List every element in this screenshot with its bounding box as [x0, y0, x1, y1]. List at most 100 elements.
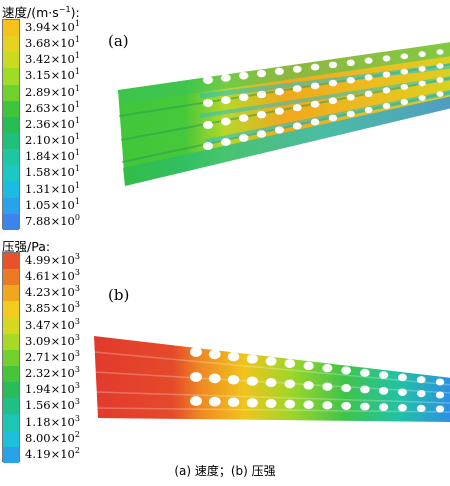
pressure-legend-value: 4.61×103 [25, 268, 80, 283]
pressure-pipe [93, 336, 450, 422]
pressure-perforation-hole [416, 376, 426, 384]
pressure-perforation-hole [322, 401, 333, 410]
velocity-perforation-hole [310, 100, 320, 108]
pressure-colorbar-swatch [3, 365, 19, 383]
velocity-perforation-hole [328, 114, 338, 122]
velocity-legend-value: 2.89×101 [25, 83, 80, 99]
velocity-legend-value: 1.84×101 [25, 148, 80, 164]
velocity-colorbar-swatch [3, 20, 19, 37]
velocity-perforation-hole [220, 73, 231, 82]
pressure-perforation-hole [360, 385, 370, 394]
velocity-colorbar-swatch [3, 100, 19, 117]
pressure-perforation-hole [246, 398, 258, 408]
pressure-legend-value: 2.71×103 [25, 348, 80, 364]
velocity-colorbar-swatch [3, 116, 19, 133]
pressure-perforation-hole [360, 368, 370, 377]
velocity-perforation-hole [382, 87, 391, 94]
velocity-perforation-hole [382, 55, 391, 62]
velocity-perforation-hole [203, 76, 213, 84]
pressure-perforation-hole [227, 397, 240, 407]
velocity-pipe [118, 42, 450, 186]
pressure-perforation-hole [284, 379, 296, 389]
velocity-colorbar-swatch [3, 36, 19, 53]
pressure-perforation-hole [379, 403, 389, 411]
velocity-perforation-hole [203, 121, 213, 129]
velocity-perforation-hole [346, 94, 355, 101]
panel-b-label: (b) [108, 286, 130, 304]
pressure-colorbar-swatch [3, 285, 19, 302]
pressure-perforation-hole [303, 361, 314, 371]
velocity-colorbar-swatch [3, 52, 19, 69]
velocity-perforation-hole [364, 90, 373, 98]
velocity-perforation-hole [238, 134, 249, 142]
pressure-perforation-hole [208, 373, 221, 384]
pressure-legend-value: 4.23×103 [25, 284, 80, 300]
velocity-perforation-hole [292, 65, 302, 73]
pressure-perforation-hole [435, 391, 445, 399]
pressure-perforation-hole [416, 404, 426, 412]
pressure-perforation-hole [190, 372, 202, 382]
velocity-legend-value: 3.42×101 [25, 51, 80, 67]
velocity-perforation-hole [346, 110, 355, 118]
pressure-perforation-hole [265, 356, 277, 366]
pressure-perforation-hole [265, 398, 277, 409]
pressure-perforation-hole [190, 396, 202, 406]
velocity-perforation-hole [220, 138, 231, 146]
velocity-perforation-hole [328, 97, 338, 105]
pressure-colorbar [2, 252, 20, 463]
velocity-perforation-hole [238, 71, 249, 80]
pressure-perforation-hole [303, 400, 314, 410]
velocity-perforation-hole [400, 53, 409, 60]
velocity-legend-value: 3.15×101 [25, 67, 80, 83]
velocity-legend-value: 3.68×101 [25, 35, 80, 50]
velocity-perforation-hole [274, 107, 284, 115]
velocity-perforation-hole [364, 57, 373, 64]
velocity-perforation-hole [418, 95, 426, 101]
velocity-perforation-hole [418, 51, 426, 58]
velocity-perforation-hole [274, 67, 284, 76]
pressure-legend-value: 1.56×103 [25, 397, 80, 413]
pressure-legend-value: 4.99×103 [25, 252, 80, 267]
velocity-colorbar-swatch [3, 165, 19, 182]
velocity-perforation-hole [220, 117, 231, 126]
pressure-perforation-hole [397, 373, 407, 382]
velocity-colorbar-swatch [3, 181, 19, 198]
pressure-colorbar-swatch [3, 414, 19, 431]
velocity-perforation-hole [256, 90, 267, 99]
velocity-legend-value: 1.05×101 [25, 196, 80, 212]
velocity-colorbar-swatch [3, 197, 19, 214]
velocity-perforation-hole [400, 99, 409, 105]
velocity-perforation-hole [382, 71, 391, 78]
pressure-perforation-hole [284, 359, 296, 368]
pressure-legend-value: 8.00×102 [25, 429, 80, 445]
velocity-legend-value: 3.94×101 [25, 19, 80, 34]
velocity-colorbar-swatch [3, 84, 19, 101]
pressure-perforation-hole [227, 375, 240, 385]
pressure-colorbar-swatch [3, 398, 19, 415]
pressure-legend-value: 3.85×103 [25, 300, 80, 316]
velocity-perforation-hole [310, 63, 320, 71]
velocity-perforation-hole [292, 122, 302, 130]
velocity-perforation-hole [238, 114, 249, 122]
pressure-legend-value: 1.18×103 [25, 413, 80, 429]
velocity-perforation-hole [382, 102, 391, 110]
velocity-legend-value: 2.36×101 [25, 115, 80, 131]
pressure-legend-value: 3.09×103 [25, 332, 80, 348]
pressure-perforation-hole [322, 363, 333, 373]
velocity-perforation-hole [400, 68, 409, 75]
pressure-perforation-hole [284, 399, 296, 409]
velocity-perforation-hole [364, 74, 373, 81]
pressure-perforation-hole [379, 371, 389, 379]
pressure-legend-value: 1.94×103 [25, 381, 80, 397]
pressure-perforation-hole [227, 351, 240, 362]
velocity-perforation-hole [292, 85, 302, 93]
pressure-perforation-hole [416, 390, 426, 398]
pressure-colorbar-swatch [3, 333, 19, 350]
pressure-legend-value: 3.47×103 [25, 316, 80, 332]
pressure-perforation-hole [360, 402, 370, 411]
velocity-perforation-hole [256, 110, 267, 119]
pressure-perforation-hole [435, 378, 445, 386]
velocity-perforation-hole [203, 99, 213, 107]
pressure-colorbar-swatch [3, 301, 19, 318]
velocity-perforation-hole [436, 77, 444, 83]
